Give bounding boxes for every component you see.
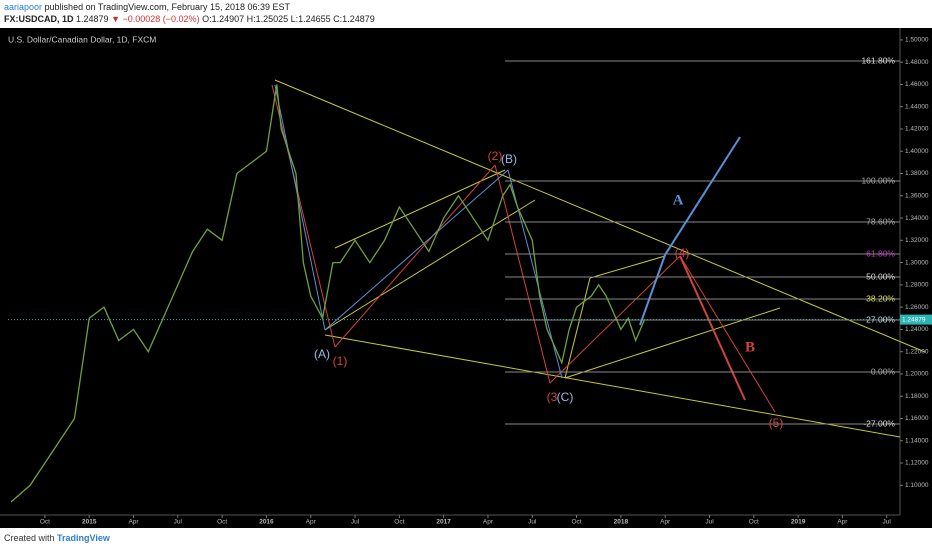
y-tick-label: 1.30000	[905, 259, 929, 266]
wave-label: (B)	[501, 152, 517, 166]
x-tick-label: Oct	[572, 519, 582, 526]
author[interactable]: aariapoor	[4, 2, 43, 12]
ohlc: O:1.24907 H:1.25025 L:1.24655 C:1.24879	[202, 14, 375, 24]
footer: Created with TradingView	[4, 533, 110, 543]
y-tick-label: 1.34000	[905, 215, 929, 222]
symbol: FX:USDCAD, 1D	[4, 14, 74, 24]
y-tick-label: 1.14000	[905, 437, 929, 444]
x-tick-label: Apr	[837, 519, 848, 526]
x-tick-label: Jul	[705, 519, 714, 526]
fib-label: 27.00%	[866, 314, 895, 324]
price-tag-label: 1.24879	[902, 316, 926, 323]
published: published on TradingView.com, February 1…	[44, 2, 291, 12]
x-tick-label: Oct	[749, 519, 759, 526]
wave-label: (C)	[557, 390, 574, 404]
x-tick-label: Jul	[351, 519, 360, 526]
wave-label: (4)	[675, 246, 690, 260]
y-tick-label: 1.48000	[905, 59, 929, 66]
chart-bg	[0, 28, 932, 528]
y-tick-label: 1.42000	[905, 126, 929, 133]
x-tick-label: 2017	[436, 519, 451, 526]
wave-label: (3	[547, 390, 558, 404]
fib-label: 100.00%	[861, 175, 895, 185]
x-tick-label: 2015	[82, 519, 97, 526]
y-tick-label: 1.50000	[905, 37, 929, 44]
y-tick-label: 1.12000	[905, 460, 929, 467]
wave-labels: (A) (1) (2) (B) (3 (C) (4) (5) A B	[314, 149, 783, 430]
y-tick-label: 1.28000	[905, 282, 929, 289]
header-line: FX:USDCAD, 1D 1.24879 ▼ −0.00028 (−0.02%…	[4, 14, 375, 24]
fib-label: -27.00%	[863, 418, 895, 428]
x-tick-label: Apr	[483, 519, 494, 526]
y-tick-label: 1.40000	[905, 148, 929, 155]
fib-labels: 161.80% 100.00% 78.60% 61.80% 50.00% 38.…	[861, 55, 895, 428]
wave-label: (2)	[488, 149, 503, 163]
x-tick-label: Oct	[40, 519, 50, 526]
fib-label: 161.80%	[861, 55, 895, 65]
y-tick-label: 1.36000	[905, 193, 929, 200]
fib-label: 50.00%	[866, 271, 895, 281]
wave-label: B	[745, 339, 755, 355]
y-tick-label: 1.18000	[905, 393, 929, 400]
x-tick-label: 2018	[614, 519, 629, 526]
chart-title: U.S. Dollar/Canadian Dollar, 1D, FXCM	[8, 34, 156, 44]
y-tick-label: 1.10000	[905, 482, 929, 489]
x-tick-label: Apr	[306, 519, 317, 526]
fib-label: 78.60%	[866, 216, 895, 226]
x-tick-label: Apr	[128, 519, 139, 526]
x-tick-label: Jul	[528, 519, 537, 526]
x-tick-label: Jul	[883, 519, 892, 526]
last: 1.24879	[76, 14, 109, 24]
y-tick-label: 1.22000	[905, 348, 929, 355]
y-tick-label: 1.32000	[905, 237, 929, 244]
y-tick-label: 1.16000	[905, 415, 929, 422]
fib-label: 61.80%	[866, 248, 895, 258]
y-tick-label: 1.24000	[905, 326, 929, 333]
wave-label: (5)	[769, 416, 784, 430]
x-tick-label: Oct	[394, 519, 404, 526]
x-tick-label: Oct	[217, 519, 227, 526]
y-tick-label: 1.46000	[905, 81, 929, 88]
fib-label: 0.00%	[871, 366, 896, 376]
wave-label: A	[673, 192, 684, 208]
x-tick-label: Apr	[660, 519, 671, 526]
price-line	[10, 84, 646, 503]
created: Created with	[4, 533, 55, 543]
wave-label: (A)	[314, 347, 330, 361]
change: ▼ −0.00028 (−0.02%)	[111, 14, 200, 24]
x-tick-label: 2016	[259, 519, 274, 526]
price-tag	[900, 314, 932, 325]
x-tick-label: 2019	[791, 519, 806, 526]
brand[interactable]: TradingView	[57, 533, 110, 543]
y-tick-label: 1.44000	[905, 103, 929, 110]
chart: U.S. Dollar/Canadian Dollar, 1D, FXCM 16…	[0, 28, 932, 528]
y-tick-label: 1.38000	[905, 170, 929, 177]
wave-label: (1)	[333, 354, 348, 368]
fib-label: 38.20%	[866, 293, 895, 303]
y-tick-label: 1.26000	[905, 304, 929, 311]
x-tick-label: Jul	[174, 519, 183, 526]
header-line: aariapoor published on TradingView.com, …	[4, 2, 290, 12]
y-tick-label: 1.20000	[905, 371, 929, 378]
